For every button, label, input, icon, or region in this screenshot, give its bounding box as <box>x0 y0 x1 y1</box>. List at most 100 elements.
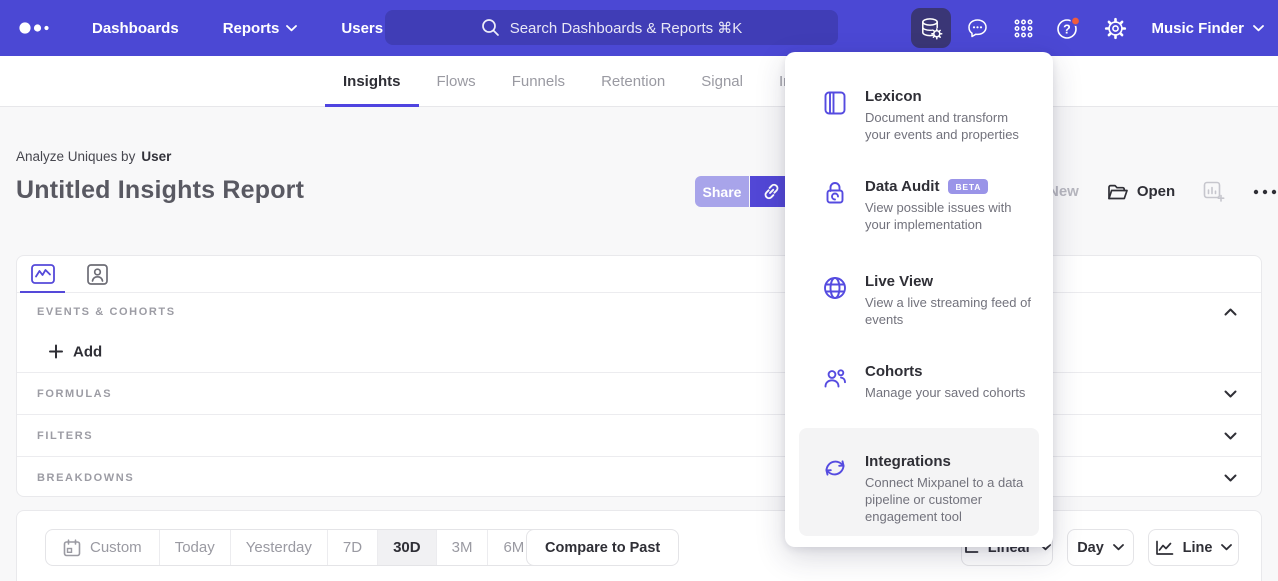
range-30d[interactable]: 30D <box>377 530 436 565</box>
nav-item-label: Users <box>341 19 384 37</box>
top-navbar: Dashboards Reports Users Search Dashboar… <box>0 0 1278 56</box>
tab-metrics[interactable] <box>20 256 65 293</box>
menu-item-title: Live View <box>865 273 934 290</box>
tab-flows[interactable]: Flows <box>436 73 476 90</box>
section-formulas[interactable]: FORMULAS <box>17 372 1261 414</box>
search-placeholder: Search Dashboards & Reports ⌘K <box>509 19 743 37</box>
search-input[interactable]: Search Dashboards & Reports ⌘K <box>385 10 838 45</box>
link-icon <box>764 183 779 200</box>
data-audit-lock-icon <box>826 182 844 204</box>
data-management-dropdown: Lexicon Document and transform your even… <box>785 52 1053 547</box>
menu-item-cohorts[interactable]: Cohorts Manage your saved cohorts <box>822 363 1032 401</box>
help-button[interactable]: ? <box>1049 8 1089 48</box>
chevron-up-icon[interactable] <box>1224 308 1237 316</box>
data-management-button[interactable] <box>911 8 952 48</box>
menu-item-title: Data Audit <box>865 178 940 195</box>
range-label: 30D <box>393 539 421 556</box>
add-event-button[interactable]: Add <box>49 343 102 360</box>
new-report-button[interactable]: New <box>1048 183 1079 200</box>
range-label: Custom <box>90 539 142 556</box>
chart-type-label: Line <box>1182 539 1213 556</box>
compare-to-past-button[interactable]: Compare to Past <box>526 529 680 566</box>
range-custom[interactable]: Custom <box>46 530 159 565</box>
help-icon: ? <box>1057 16 1081 39</box>
settings-button[interactable] <box>1095 8 1135 48</box>
report-tabbar: Insights Flows Funnels Retention Signal … <box>0 56 1278 107</box>
feedback-button[interactable] <box>957 8 997 48</box>
section-breakdowns[interactable]: BREAKDOWNS <box>17 456 1261 498</box>
add-to-dashboard-button[interactable] <box>1203 181 1225 202</box>
menu-item-live-view[interactable]: Live View View a live streaming feed of … <box>822 273 1032 328</box>
share-button[interactable]: Share <box>695 176 749 207</box>
nav-item-dashboards[interactable]: Dashboards <box>92 20 179 37</box>
subtitle-entity[interactable]: User <box>141 149 172 164</box>
subtitle-prefix: Analyze Uniques by <box>16 149 136 164</box>
tab-signal[interactable]: Signal <box>701 73 743 90</box>
range-3m[interactable]: 3M <box>435 530 488 565</box>
navbar-right: ? Music Finder <box>911 0 1264 56</box>
chevron-down-icon <box>286 24 298 31</box>
menu-item-text: Lexicon Document and transform your even… <box>865 88 1032 143</box>
menu-item-text: Integrations Connect Mixpanel to a data … <box>865 453 1032 525</box>
range-label: Today <box>174 539 215 556</box>
nav-item-label: Reports <box>222 19 280 37</box>
svg-text:?: ? <box>1064 23 1072 37</box>
grid-icon <box>1014 19 1033 37</box>
nav-links: Dashboards Reports Users <box>92 20 383 37</box>
lexicon-book-icon <box>824 91 846 115</box>
menu-item-description: View a live streaming feed of events <box>865 295 1031 328</box>
project-name: Music Finder <box>1151 19 1244 37</box>
apps-grid-button[interactable] <box>1003 8 1043 48</box>
more-dots-icon <box>1253 189 1277 194</box>
range-label: 7D <box>342 539 363 556</box>
date-toolbar-panel: Custom Today Yesterday 7D 30D 3M 6M 12M … <box>16 510 1262 581</box>
report-subtitle: Analyze Uniques by User <box>16 149 171 164</box>
menu-item-description: Document and transform your events and p… <box>865 110 1019 143</box>
mixpanel-logo-icon <box>19 22 49 34</box>
range-7d[interactable]: 7D <box>326 530 377 565</box>
chevron-down-icon[interactable] <box>1224 390 1237 398</box>
range-yesterday[interactable]: Yesterday <box>229 530 327 565</box>
search-icon <box>481 19 499 36</box>
tab-insights[interactable]: Insights <box>325 56 419 107</box>
menu-item-description: View possible issues with your implement… <box>865 200 1012 233</box>
chevron-down-icon <box>1112 544 1124 551</box>
page-title[interactable]: Untitled Insights Report <box>16 176 305 204</box>
range-label: Yesterday <box>245 539 312 556</box>
section-label: FORMULAS <box>37 387 113 400</box>
tab-user-profiles[interactable] <box>75 256 120 292</box>
menu-item-integrations[interactable]: Integrations Connect Mixpanel to a data … <box>822 453 1032 525</box>
menu-item-data-audit[interactable]: Data Audit BETA View possible issues wit… <box>822 178 1032 233</box>
project-selector[interactable]: Music Finder <box>1151 20 1264 37</box>
range-today[interactable]: Today <box>158 530 230 565</box>
add-to-dashboard-icon <box>1203 181 1225 202</box>
nav-item-reports[interactable]: Reports <box>223 20 298 37</box>
chart-pulse-icon <box>30 264 55 284</box>
section-label: EVENTS & COHORTS <box>37 306 176 318</box>
section-events-cohorts[interactable]: EVENTS & COHORTS <box>17 293 1261 331</box>
tab-funnels[interactable]: Funnels <box>511 73 566 90</box>
chevron-down-icon[interactable] <box>1224 474 1237 482</box>
report-tabs: Insights Flows Funnels Retention Signal … <box>325 56 842 107</box>
section-label: BREAKDOWNS <box>37 471 135 484</box>
open-report-button[interactable]: Open <box>1107 183 1175 201</box>
menu-item-description: Connect Mixpanel to a data pipeline or c… <box>865 475 1024 525</box>
interval-selector[interactable]: Day <box>1067 529 1134 566</box>
menu-item-lexicon[interactable]: Lexicon Document and transform your even… <box>822 88 1032 143</box>
tab-retention[interactable]: Retention <box>601 73 666 90</box>
interval-label: Day <box>1077 539 1104 556</box>
chat-bubble-icon <box>968 18 987 37</box>
range-6m[interactable]: 6M <box>487 530 539 565</box>
nav-item-users[interactable]: Users <box>341 20 383 37</box>
mixpanel-logo[interactable] <box>18 21 52 35</box>
chevron-down-icon[interactable] <box>1224 432 1237 440</box>
more-menu-button[interactable] <box>1253 189 1277 195</box>
events-add-row: Add <box>17 331 1261 372</box>
section-filters[interactable]: FILTERS <box>17 414 1261 456</box>
hovered-item-background <box>799 428 1039 536</box>
chevron-down-icon <box>1221 544 1233 551</box>
user-profile-icon <box>87 263 108 285</box>
menu-item-title: Lexicon <box>865 88 922 105</box>
chart-type-selector[interactable]: Line <box>1148 529 1239 566</box>
